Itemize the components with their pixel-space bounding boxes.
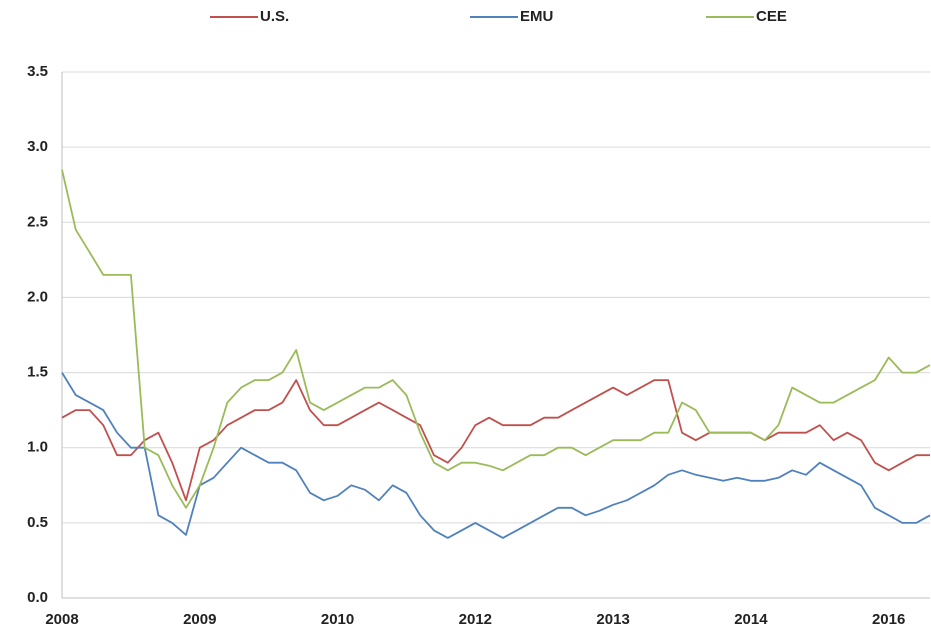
x-tick-label: 2013: [596, 611, 629, 628]
series-line: [61, 372, 931, 539]
x-tick-label: 2010: [321, 611, 354, 628]
y-tick-label: 3.0: [27, 138, 48, 155]
x-tick-label: 2014: [734, 611, 768, 628]
y-tick-label: 3.5: [27, 63, 48, 80]
y-tick-label: 0.0: [27, 589, 48, 606]
x-tick-label: 2016: [872, 611, 905, 628]
x-tick-label: 2008: [45, 611, 78, 628]
x-tick-label: 2009: [183, 611, 216, 628]
y-tick-label: 2.5: [27, 213, 48, 230]
legend-label: U.S.: [260, 8, 289, 25]
y-tick-label: 2.0: [27, 288, 48, 305]
x-tick-label: 2012: [459, 611, 492, 628]
y-tick-label: 1.0: [27, 439, 48, 456]
series-line: [61, 169, 931, 509]
legend-label: EMU: [520, 8, 553, 25]
legend-label: CEE: [756, 8, 787, 25]
y-tick-label: 0.5: [27, 514, 48, 531]
y-tick-label: 1.5: [27, 364, 48, 381]
series-line: [61, 379, 930, 502]
